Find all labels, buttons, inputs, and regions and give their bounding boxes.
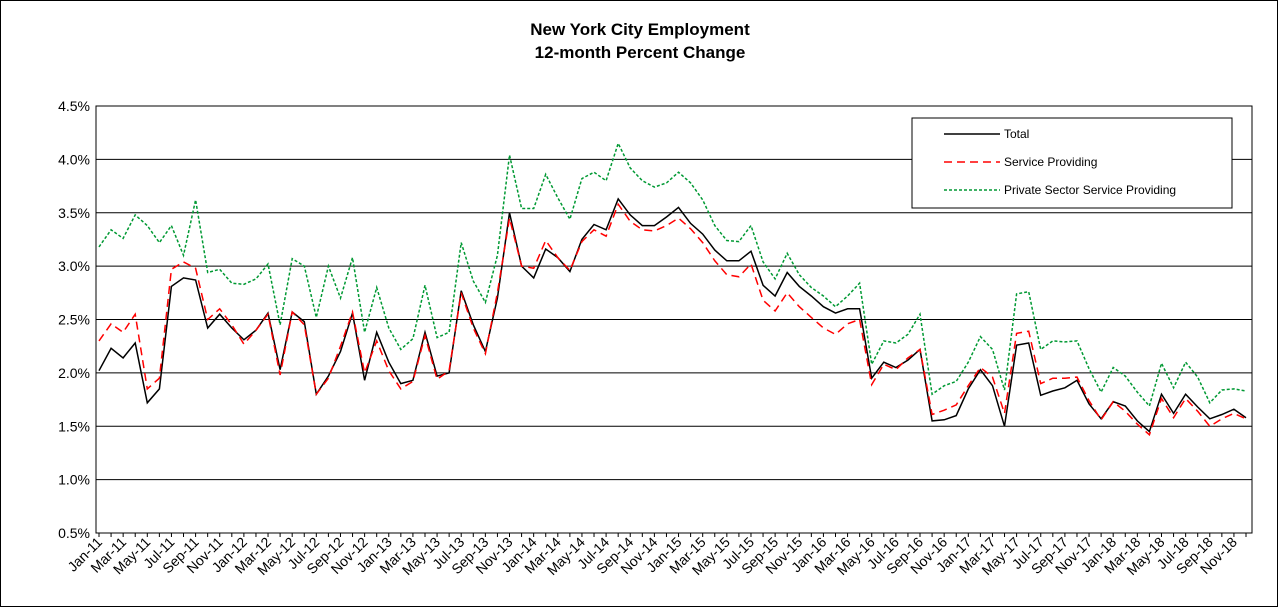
y-tick-label: 4.0% bbox=[58, 151, 90, 167]
y-tick-label: 1.5% bbox=[58, 418, 90, 434]
legend-label: Service Providing bbox=[1004, 155, 1097, 169]
series-line bbox=[98, 141, 1247, 408]
legend-box bbox=[911, 117, 1233, 209]
y-tick-label: 2.0% bbox=[58, 365, 90, 381]
chart-title: New York City Employment bbox=[530, 20, 750, 39]
y-tick-label: 1.0% bbox=[58, 472, 90, 488]
series-line bbox=[98, 202, 1247, 437]
y-tick-label: 0.5% bbox=[58, 525, 90, 541]
legend-label: Private Sector Service Providing bbox=[1004, 183, 1176, 197]
legend-label: Total bbox=[1004, 127, 1029, 141]
y-tick-label: 2.5% bbox=[58, 312, 90, 328]
y-tick-label: 3.5% bbox=[58, 205, 90, 221]
y-tick-label: 3.0% bbox=[58, 258, 90, 274]
chart-subtitle: 12-month Percent Change bbox=[535, 43, 746, 62]
y-tick-label: 4.5% bbox=[58, 98, 90, 114]
plot-frame bbox=[95, 105, 1253, 534]
